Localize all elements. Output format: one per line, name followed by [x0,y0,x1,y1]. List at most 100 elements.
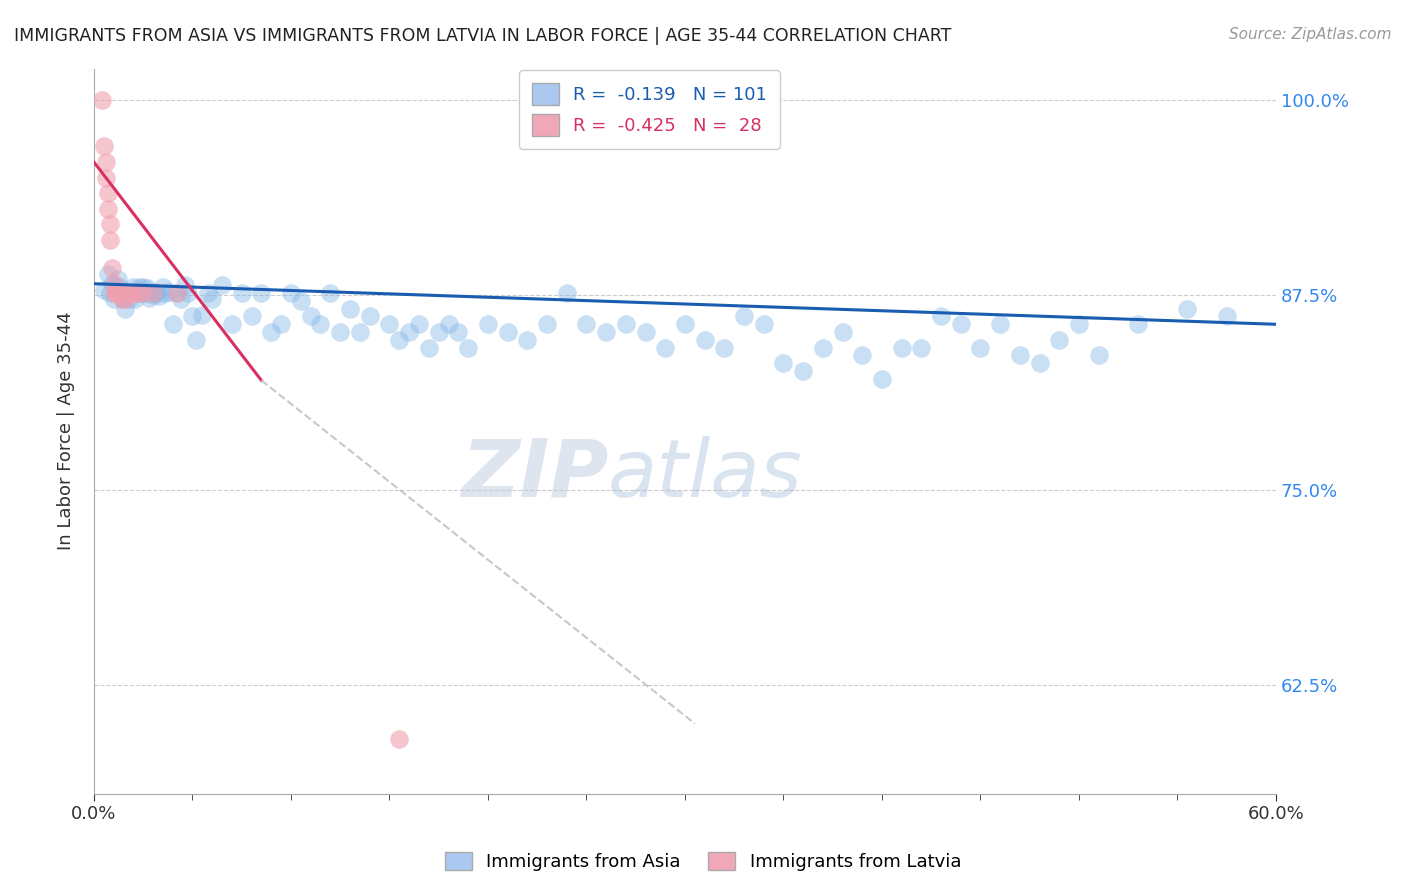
Point [107,272,129,286]
Point [378,318,401,332]
Point [349,325,371,339]
Point [139,285,162,299]
Point [166,286,188,301]
Point [104,280,127,294]
Point [772,356,794,370]
Point [112,286,135,301]
Point [100,261,122,276]
Point [127,286,149,301]
Point [142,286,165,301]
Point [108,286,131,301]
Point [142,287,165,301]
Point [104,286,127,301]
Point [197,286,219,301]
Point [910,341,932,355]
Point [811,341,834,355]
Text: ZIP: ZIP [461,435,609,514]
Point [117,286,139,301]
Point [299,310,322,324]
Point [319,286,342,301]
Point [309,318,332,332]
Point [1087,349,1109,363]
Point [792,364,814,378]
Point [191,308,214,322]
Point [447,325,470,339]
Point [733,310,755,324]
Point [181,310,204,324]
Point [110,286,132,301]
Point [173,278,195,293]
Point [103,293,125,307]
Point [114,293,136,307]
Point [98,218,121,232]
Point [90,93,112,107]
Point [418,341,440,355]
Point [143,285,166,299]
Point [457,341,479,355]
Legend: R =  -0.139   N = 101, R =  -0.425   N =  28: R = -0.139 N = 101, R = -0.425 N = 28 [519,70,780,149]
Point [1028,356,1050,370]
Point [250,286,273,301]
Point [693,333,716,347]
Text: IMMIGRANTS FROM ASIA VS IMMIGRANTS FROM LATVIA IN LABOR FORCE | AGE 35-44 CORREL: IMMIGRANTS FROM ASIA VS IMMIGRANTS FROM … [14,27,952,45]
Point [129,286,152,301]
Point [752,318,775,332]
Point [117,286,139,301]
Point [186,333,208,347]
Point [127,286,149,301]
Point [132,286,155,301]
Point [231,286,253,301]
Point [112,293,135,307]
Point [124,293,146,307]
Point [595,325,617,339]
Text: Source: ZipAtlas.com: Source: ZipAtlas.com [1229,27,1392,42]
Point [93,139,115,153]
Point [427,325,450,339]
Point [949,318,972,332]
Point [98,286,121,301]
Point [398,325,420,339]
Point [634,325,657,339]
Point [654,341,676,355]
Point [536,318,558,332]
Point [110,286,132,301]
Point [437,318,460,332]
Point [120,286,142,301]
Point [851,349,873,363]
Point [388,333,411,347]
Point [339,301,361,316]
Point [132,280,155,294]
Point [890,341,912,355]
Point [359,310,381,324]
Point [97,268,120,282]
Point [408,318,430,332]
Point [1215,310,1237,324]
Point [94,170,117,185]
Point [138,291,160,305]
Point [122,286,145,301]
Point [575,318,598,332]
Point [1067,318,1090,332]
Point [118,286,141,301]
Point [1175,301,1198,316]
Point [103,286,125,301]
Point [329,325,352,339]
Point [1008,349,1031,363]
Point [1126,318,1149,332]
Point [120,286,142,301]
Point [177,286,200,301]
Point [270,318,292,332]
Point [152,280,174,294]
Point [118,293,141,307]
Point [97,186,120,201]
Point [93,283,115,297]
Point [166,286,188,301]
Point [211,278,233,293]
Point [110,293,132,307]
Y-axis label: In Labor Force | Age 35-44: In Labor Force | Age 35-44 [58,312,75,550]
Point [100,277,122,291]
Point [290,293,312,308]
Point [477,318,499,332]
Point [128,280,150,294]
Point [97,202,120,216]
